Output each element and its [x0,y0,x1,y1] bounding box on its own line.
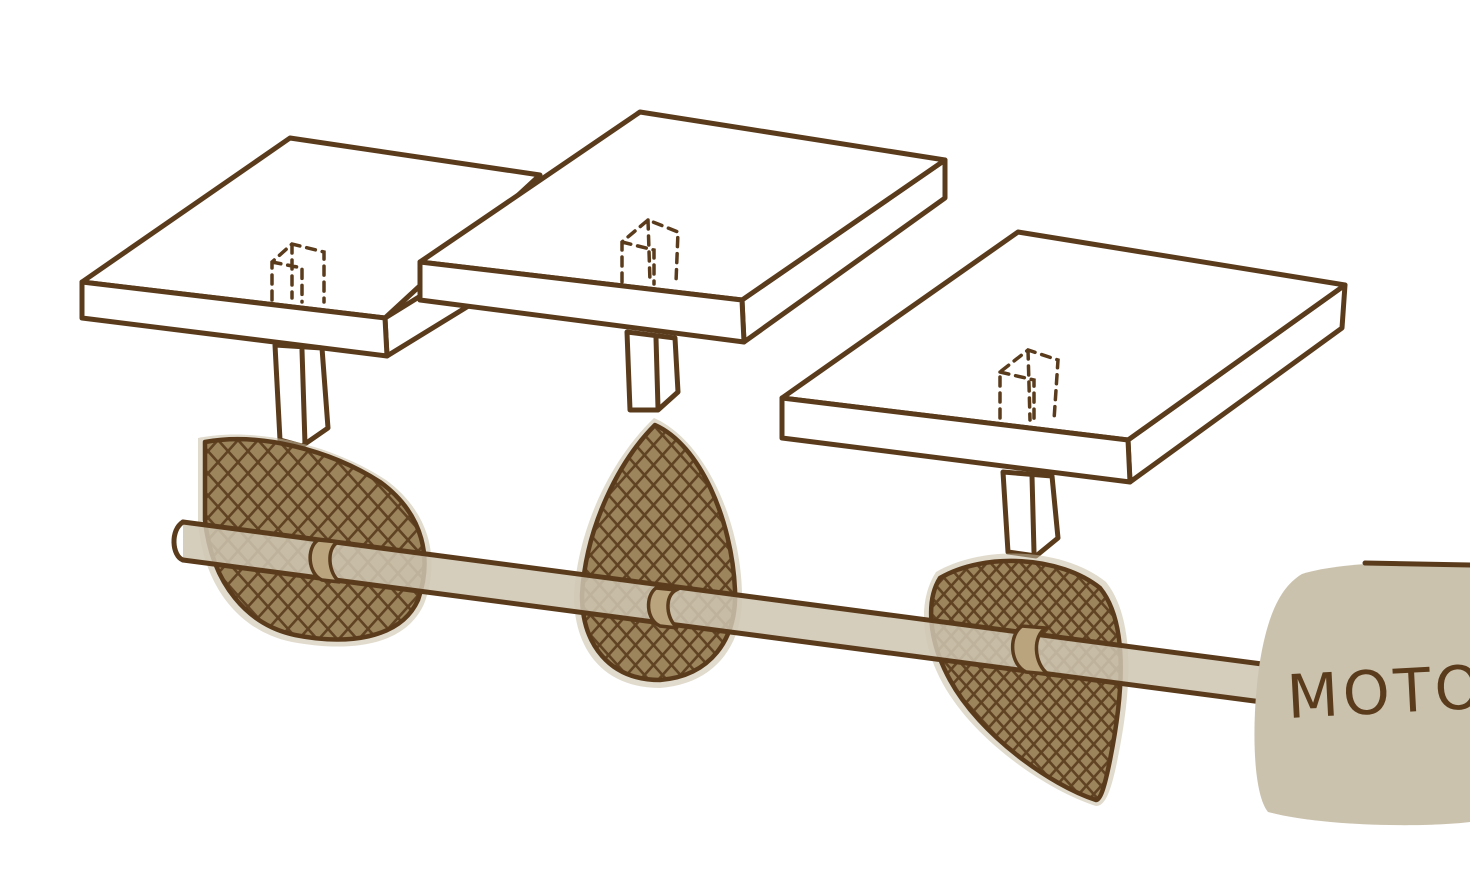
hatch-line [582,425,650,680]
hatch-line [999,560,1121,800]
hatch-line [0,420,76,660]
hatch-line [0,420,36,660]
hatch-line [0,420,116,660]
hatch-line [582,425,686,680]
hatch-line [585,425,736,680]
hatch-line [0,420,136,660]
hatch-line [582,425,736,680]
hatch-line [1044,560,1121,800]
hatch-line [582,425,686,680]
hatch-line [205,439,297,640]
hatch-line [205,439,297,640]
hatch-line [0,420,176,660]
hatch-line [0,420,56,660]
drive-shaft-body [183,522,1262,702]
platform-3-hidden-follower [998,348,1060,424]
hatch-line [582,425,704,680]
hatch-line [0,420,196,660]
hatch-line [1044,560,1121,800]
hatch-line [279,439,425,640]
hatch-line [582,425,736,680]
hatch-line [1014,560,1121,800]
platform-1-front [79,279,390,359]
hatch-line [999,560,1121,800]
hatch-line [0,420,136,660]
hatch-line [1029,560,1121,800]
hatch-line [0,420,116,660]
hatch-line [1059,560,1121,800]
hatch-line [359,439,425,640]
platform-1-hidden-follower [270,242,326,304]
hatch-line [1029,560,1121,800]
motor-edge [1362,560,1470,568]
hatch-line [319,439,425,640]
hatch-line [259,439,425,640]
platform-2-hidden-follower [620,217,680,286]
platform-3 [779,229,1348,559]
hatch-line [0,420,76,660]
motor: MOTOR [1254,560,1470,826]
motor-label: MOTOR [1285,650,1470,733]
hatch-line [931,560,964,800]
hatch-line [582,425,722,680]
hatch-line [582,425,668,680]
motor-body [1254,562,1470,826]
platform-3-front [779,395,1133,485]
follower-rod-2 [624,329,681,413]
drive-shaft [171,519,1265,705]
hatch-line [0,420,16,660]
hatch-line [0,420,56,660]
hatch-line [1014,560,1121,800]
hatch-line [621,425,736,680]
hatch-line [582,425,704,680]
hatch-line [931,560,964,800]
hatch-line [0,420,16,660]
hatch-line [639,425,736,680]
cam-3 [923,553,1129,806]
hatch-line [657,425,736,680]
cam-3-hub [1011,624,1055,677]
hatch-line [0,420,96,660]
hatch-line [339,439,425,640]
hatch-line [621,425,736,680]
platform-2-front [417,259,747,345]
hatch-line [0,420,36,660]
hatch-line [205,439,257,640]
hatch-line [0,420,156,660]
platform-2 [417,109,948,413]
hatch-line [0,420,176,660]
hatch-line [0,420,156,660]
hatch-line [299,439,425,640]
hatch-line [0,420,96,660]
drive-shaft-end [171,519,186,563]
hatch-line [205,439,277,640]
cam-2-hub [646,586,683,630]
hatch-line [639,425,736,680]
cam-1-hub [308,538,345,584]
hatch-line [0,420,196,660]
